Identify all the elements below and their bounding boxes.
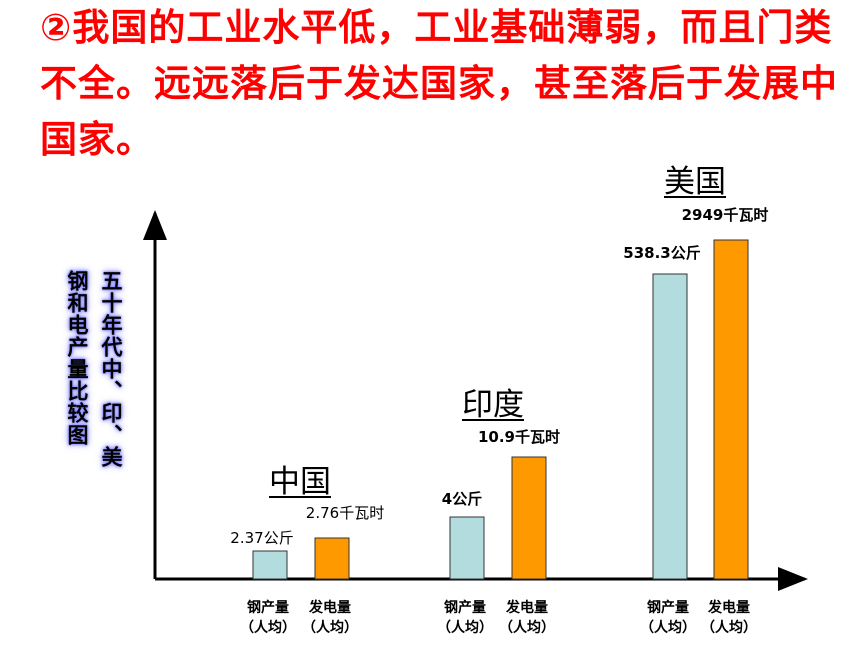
steel-value-label-2: 538.3公斤: [623, 244, 700, 262]
bar-power-1: [511, 456, 547, 580]
x-label-2-1-line2: （人均）: [701, 619, 757, 636]
power-value-label-0: 2.76千瓦时: [306, 504, 384, 522]
chart-title-line-1: 五十年代中、印、美: [99, 270, 123, 468]
x-label-1-0-line1: 钢产量: [444, 599, 486, 616]
steel-value-label-1: 4公斤: [442, 490, 482, 508]
x-label-0-1-line2: （人均）: [302, 619, 358, 636]
x-label-0-1-line1: 发电量: [308, 599, 351, 616]
bar-power-2: [713, 239, 749, 580]
bar-steel-2: [652, 273, 688, 580]
chart-title-line-2: 钢和电产量比较图: [65, 270, 89, 446]
x-label-1-1-line1: 发电量: [505, 599, 548, 616]
headline: ②我国的工业水平低，工业基础薄弱，而且门类不全。远远落后于发达国家，甚至落后于发…: [40, 6, 838, 161]
x-label-0-0-line2: （人均）: [240, 619, 296, 636]
bar-power-0: [314, 537, 350, 580]
power-value-label-1: 10.9千瓦时: [478, 428, 560, 446]
power-value-label-2: 2949千瓦时: [682, 206, 769, 224]
steel-value-label-0: 2.37公斤: [230, 529, 293, 547]
x-label-2-1-line1: 发电量: [707, 599, 750, 616]
bar-steel-1: [449, 516, 485, 580]
x-label-1-0-line2: （人均）: [437, 619, 493, 636]
country-label-0: 中国: [269, 464, 331, 500]
country-label-2: 美国: [664, 164, 726, 200]
x-label-0-0-line1: 钢产量: [247, 599, 289, 616]
country-label-1: 印度: [462, 387, 524, 423]
x-label-2-0-line1: 钢产量: [647, 599, 689, 616]
bar-steel-0: [252, 550, 288, 580]
x-label-2-0-line2: （人均）: [640, 619, 696, 636]
x-label-1-1-line2: （人均）: [499, 619, 555, 636]
